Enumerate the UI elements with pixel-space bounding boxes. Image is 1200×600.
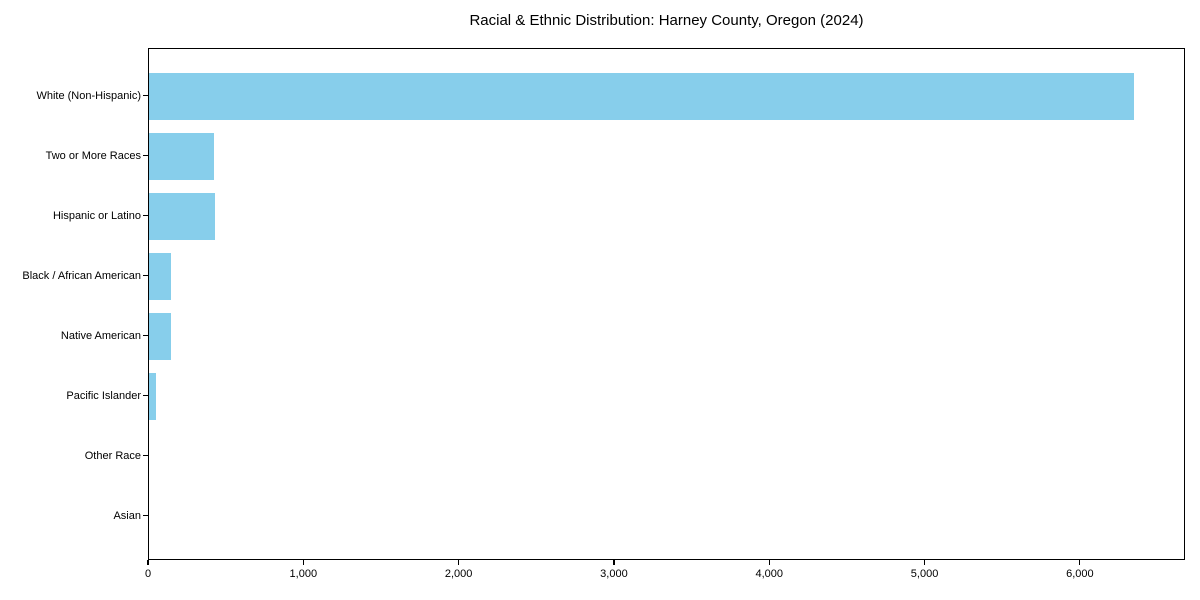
x-tick-mark (302, 560, 304, 565)
y-tick-mark (143, 214, 148, 217)
x-tick-label-2000: 2,000 (444, 568, 473, 580)
x-tick-mark (1079, 560, 1081, 565)
y-tick-label-hispanic-or-latino: Hispanic or Latino (52, 209, 141, 222)
x-tick-mark (768, 560, 770, 565)
y-tick-label-native-american: Native American (60, 329, 141, 342)
y-tick-label-black-african-american: Black / African American (22, 269, 141, 282)
y-tick-label-asian: Asian (113, 509, 141, 522)
x-tick-mark (613, 560, 615, 565)
x-tick-label-5000: 5,000 (910, 568, 939, 580)
x-tick-label-3000: 3,000 (600, 568, 628, 580)
plot-area (148, 48, 1185, 560)
x-tick-label-4000: 4,000 (755, 568, 784, 580)
x-tick-mark (923, 560, 926, 565)
y-tick-label-two-or-more-races: Two or More Races (45, 149, 141, 162)
bar-hispanic-or-latino (149, 193, 216, 240)
y-tick-label-pacific-islander: Pacific Islander (66, 389, 141, 402)
bar-white-non-hispanic (149, 73, 1134, 120)
x-tick-mark (147, 560, 149, 565)
y-tick-mark (143, 334, 148, 337)
y-tick-label-other-race: Other Race (84, 449, 141, 462)
y-tick-mark (143, 514, 148, 517)
x-tick-label-1000: 1,000 (289, 568, 318, 580)
bar-two-or-more-races (149, 133, 215, 180)
x-tick-label-6000: 6,000 (1066, 568, 1094, 580)
y-tick-mark (143, 454, 148, 457)
y-tick-mark (143, 154, 148, 157)
bar-native-american (149, 313, 171, 360)
x-tick-label-0: 0 (144, 568, 152, 580)
chart-title: Racial & Ethnic Distribution: Harney Cou… (469, 12, 864, 29)
y-tick-mark (143, 394, 148, 397)
bar-black-african-american (149, 253, 172, 300)
x-tick-mark (458, 560, 460, 565)
y-tick-label-white-non-hispanic: White (Non-Hispanic) (36, 89, 141, 102)
bar-pacific-islander (149, 373, 156, 420)
y-tick-mark (143, 94, 148, 97)
y-tick-mark (143, 274, 148, 277)
